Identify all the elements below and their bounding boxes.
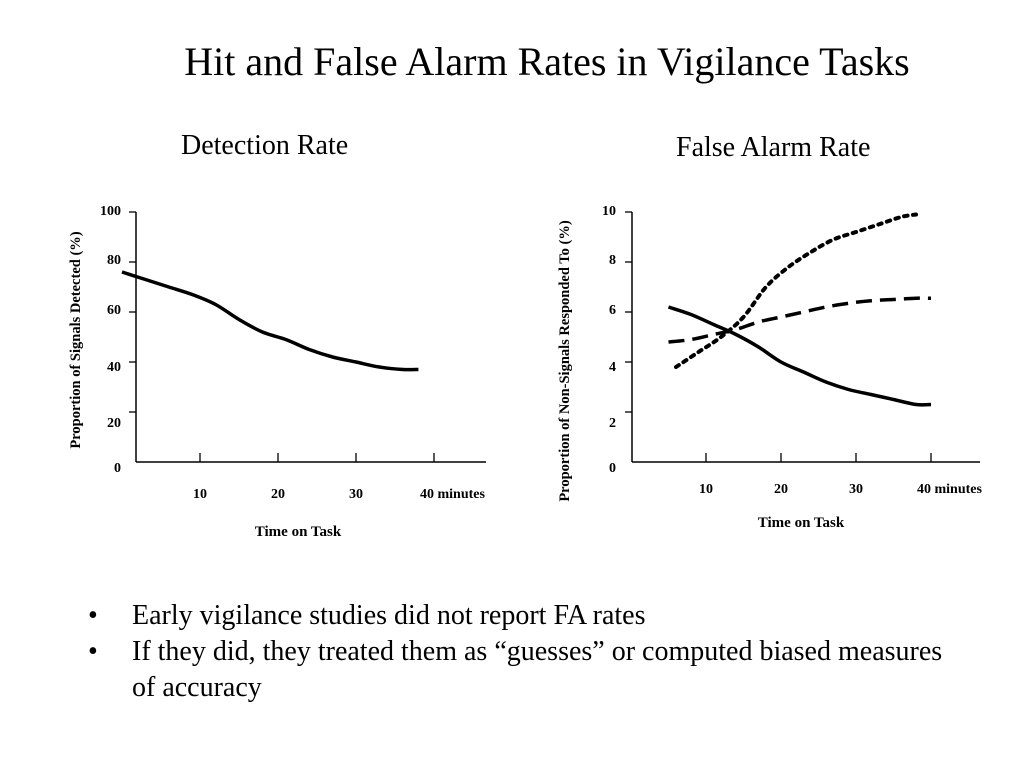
y-tick-label: 0 — [114, 461, 121, 476]
x-tick-label: 30 — [349, 487, 363, 502]
x-axis-label: Time on Task — [255, 524, 342, 540]
detection-rate-chart: 0 20 40 60 80 100 10 20 30 40 minutes Time on Task… — [68, 204, 486, 540]
y-tick-label: 40 — [107, 360, 121, 375]
false-alarm-rate-chart: 0 2 4 6 8 10 10 20 30 40 minutes Time on Task Propo… — [557, 204, 983, 531]
y-tick-label: 20 — [107, 416, 121, 431]
x-tick-label: 30 — [849, 482, 863, 497]
slide-title: Hit and False Alarm Rates in Vigilance T… — [184, 39, 910, 84]
bullet-marker: • — [88, 600, 98, 631]
bullet-marker: • — [88, 636, 98, 667]
bullet-list: • Early vigilance studies did not report… — [70, 598, 970, 706]
y-tick-label: 100 — [100, 204, 121, 219]
y-tick-label: 4 — [609, 360, 616, 375]
y-tick-label: 60 — [107, 303, 121, 318]
series-line-dotted — [674, 212, 918, 369]
bullet-text: Early vigilance studies did not report F… — [132, 600, 646, 631]
x-tick-label: 20 — [271, 487, 285, 502]
bullet-item-1: • Early vigilance studies did not report… — [70, 598, 970, 634]
x-tick-label: 40 minutes — [917, 482, 983, 497]
x-tick-label: 20 — [774, 482, 788, 497]
series-line-dashed — [668, 296, 932, 344]
y-tick-label: 0 — [609, 461, 616, 476]
y-tick-label: 10 — [602, 204, 616, 219]
y-tick-label: 8 — [609, 253, 616, 268]
series-line-solid — [121, 270, 419, 372]
x-tick-label: 10 — [699, 482, 713, 497]
chart-title-detection-rate: Detection Rate — [181, 130, 349, 161]
bullet-text: If they did, they treated them as “guess… — [132, 636, 943, 703]
y-axis-label: Proportion of Signals Detected (%) — [68, 231, 84, 448]
y-tick-label: 6 — [609, 303, 616, 318]
chart-title-false-alarm-rate: False Alarm Rate — [676, 132, 871, 163]
y-tick-label: 80 — [107, 253, 121, 268]
x-tick-label: 10 — [193, 487, 207, 502]
series-line-solid — [667, 305, 932, 407]
x-tick-label: 40 minutes — [420, 487, 486, 502]
y-axis-label: Proportion of Non-Signals Responded To (… — [557, 220, 573, 501]
bullet-item-2: • If they did, they treated them as “gue… — [70, 634, 970, 706]
x-axis-label: Time on Task — [758, 515, 845, 531]
y-tick-label: 2 — [609, 416, 616, 431]
